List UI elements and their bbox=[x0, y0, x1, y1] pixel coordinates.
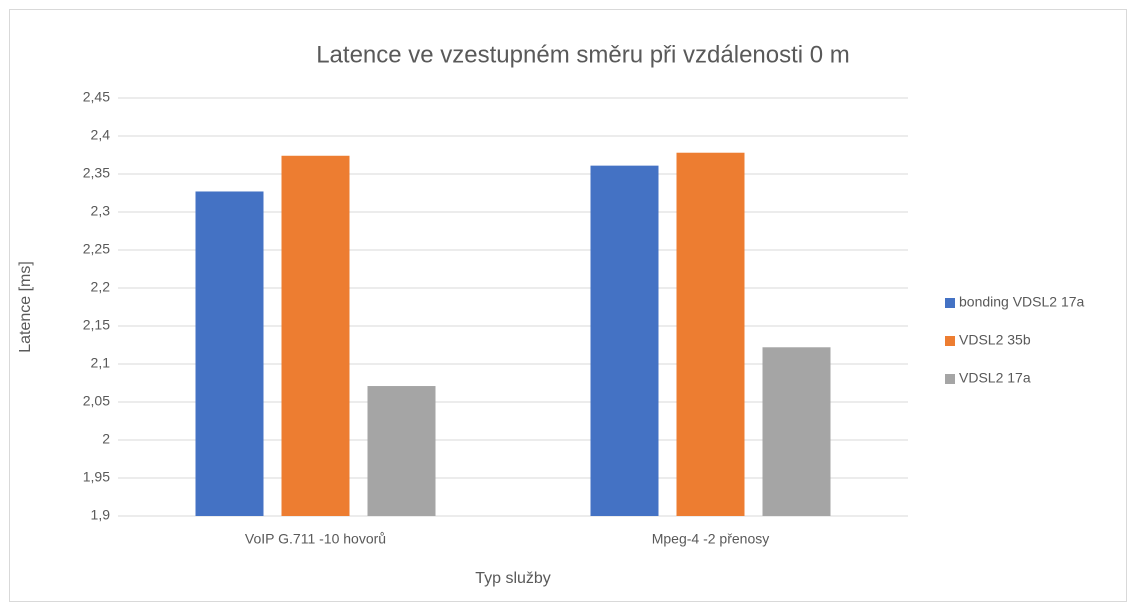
legend-label: VDSL2 17a bbox=[959, 370, 1031, 386]
x-tick-label: VoIP G.711 -10 hovorů bbox=[245, 531, 386, 547]
y-axis-label: Latence [ms] bbox=[17, 261, 34, 353]
y-tick-label: 2,15 bbox=[83, 317, 110, 333]
y-tick-label: 1,9 bbox=[91, 507, 111, 523]
y-tick-label: 2,2 bbox=[91, 279, 111, 295]
chart-title: Latence ve vzestupném směru při vzdáleno… bbox=[316, 41, 850, 68]
y-tick-label: 2 bbox=[102, 431, 110, 447]
bar bbox=[367, 386, 436, 516]
y-tick-label: 2,3 bbox=[91, 203, 111, 219]
bar bbox=[762, 347, 831, 516]
legend-label: bonding VDSL2 17a bbox=[959, 294, 1085, 310]
bar bbox=[281, 155, 350, 516]
y-tick-label: 2,1 bbox=[91, 355, 111, 371]
legend-swatch bbox=[945, 336, 955, 346]
y-tick-label: 1,95 bbox=[83, 469, 110, 485]
y-tick-label: 2,05 bbox=[83, 393, 110, 409]
legend-swatch bbox=[945, 298, 955, 308]
y-tick-label: 2,35 bbox=[83, 165, 110, 181]
bar bbox=[195, 191, 264, 517]
y-tick-label: 2,4 bbox=[91, 127, 111, 143]
x-axis-label: Typ služby bbox=[475, 570, 551, 587]
legend-label: VDSL2 35b bbox=[959, 332, 1031, 348]
bar bbox=[676, 152, 745, 516]
y-tick-label: 2,45 bbox=[83, 89, 110, 105]
x-tick-label: Mpeg-4 -2 přenosy bbox=[652, 531, 770, 547]
y-tick-label: 2,25 bbox=[83, 241, 110, 257]
legend-swatch bbox=[945, 374, 955, 384]
bar bbox=[590, 165, 659, 516]
